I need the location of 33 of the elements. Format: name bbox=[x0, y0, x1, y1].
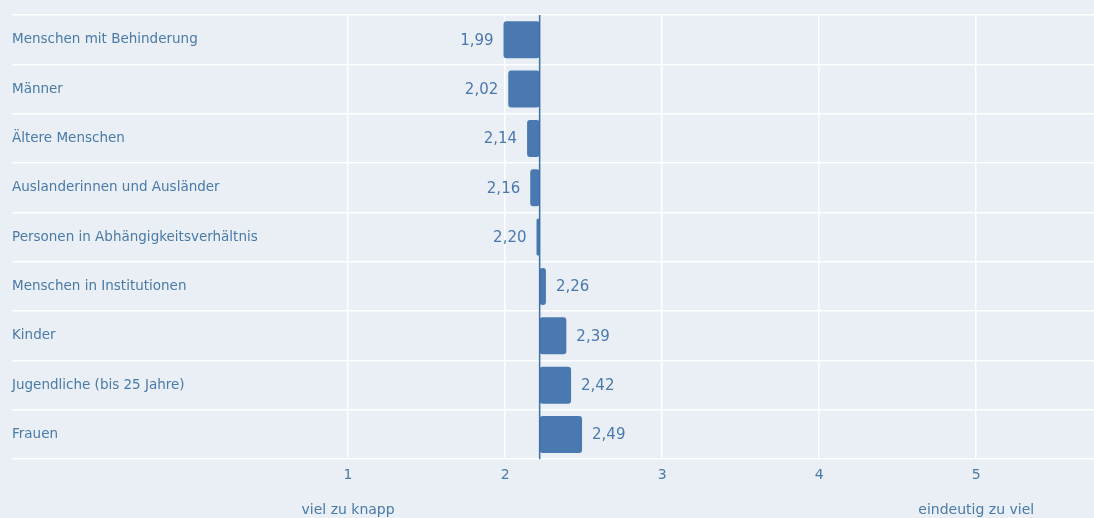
data-label: 2,16 bbox=[486, 178, 521, 197]
text: viel zu knapp bbox=[301, 500, 395, 517]
data-label: 2,42 bbox=[581, 376, 615, 395]
y-tick-label: Menschen mit Behinderung bbox=[12, 30, 198, 47]
y-tick-label: Menschen in Institutionen bbox=[12, 276, 187, 293]
x-tick-label: 3 bbox=[657, 466, 667, 483]
x-tick-label: 4 bbox=[814, 466, 824, 483]
y-tick-label: Kinder bbox=[12, 326, 57, 343]
bar bbox=[530, 169, 540, 207]
data-label: 2,14 bbox=[483, 129, 518, 148]
bar bbox=[503, 21, 540, 59]
y-tick-label: Jugendliche (bis 25 Jahre) bbox=[11, 375, 185, 392]
bar bbox=[527, 119, 540, 157]
bar bbox=[539, 317, 567, 355]
data-label: 2,39 bbox=[576, 326, 610, 345]
data-label: 2,49 bbox=[592, 425, 626, 444]
data-label: 2,02 bbox=[464, 79, 499, 98]
data-label: 2,26 bbox=[555, 277, 590, 296]
bar bbox=[539, 416, 583, 454]
bar bbox=[539, 366, 572, 404]
y-tick-label: Männer bbox=[12, 79, 64, 96]
x-tick-label: 2 bbox=[500, 466, 510, 483]
data-label: 1,99 bbox=[460, 30, 494, 49]
bar bbox=[508, 70, 540, 108]
y-tick-label: Auslanderinnen und Ausländer bbox=[12, 178, 221, 195]
data-label: 2,20 bbox=[493, 227, 527, 246]
x-tick-label: 1 bbox=[343, 466, 353, 483]
y-tick-label: Personen in Abhängigkeitsverhältnis bbox=[12, 227, 258, 244]
y-tick-label: Ältere Menschen bbox=[12, 127, 125, 145]
text: eindeutig zu viel bbox=[918, 500, 1035, 517]
y-tick-label: Frauen bbox=[12, 425, 59, 442]
x-tick-label: 5 bbox=[971, 466, 981, 483]
bar bbox=[539, 267, 546, 305]
